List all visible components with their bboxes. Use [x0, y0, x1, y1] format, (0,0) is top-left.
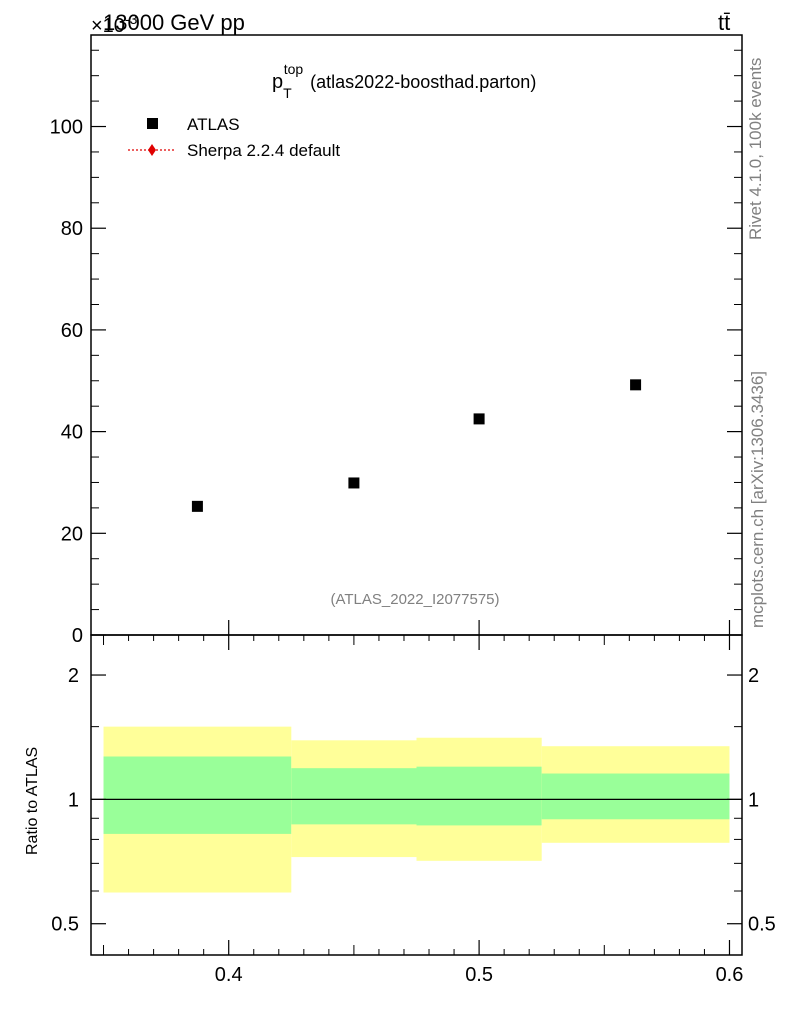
main-y-tick-label: 100 [50, 117, 83, 139]
legend-atlas-label: ATLAS [187, 115, 240, 134]
atlas-data-point [473, 413, 485, 425]
legend-sherpa-marker [148, 144, 156, 156]
main-data-points [191, 379, 642, 512]
legend: ATLAS Sherpa 2.2.4 default [128, 115, 340, 160]
x-tick-label: 0.4 [215, 964, 243, 986]
ratio-panel: 0.5 0.5 1 1 2 2 0.4 0.5 0.6 [51, 634, 776, 986]
ratio-frame [90, 634, 743, 956]
exponent-label: ×10-3 [91, 11, 138, 37]
atlas-data-point [191, 500, 203, 512]
analysis-watermark: (ATLAS_2022_I2077575) [330, 591, 499, 608]
main-y-tick-label: 40 [61, 422, 83, 444]
ratio-bands [103, 726, 730, 893]
ratio-y-axis: 0.5 0.5 1 1 2 2 [51, 634, 776, 936]
ratio-y-tick-label-right: 1 [748, 789, 759, 811]
ratio-y-tick-label-right: 0.5 [748, 914, 776, 936]
legend-sherpa-label: Sherpa 2.2.4 default [187, 141, 340, 160]
x-tick-label: 0.6 [716, 964, 744, 986]
legend-atlas-marker [147, 118, 158, 129]
ratio-y-tick-label-right: 2 [748, 665, 759, 687]
atlas-data-point [630, 379, 642, 391]
main-y-tick-label: 60 [61, 320, 83, 342]
ratio-band-inner [103, 756, 292, 834]
rivet-version-label: Rivet 4.1.0, 100k events [746, 58, 765, 240]
ratio-y-tick-label: 0.5 [51, 914, 79, 936]
energy-label: 13000 GeV pp [103, 10, 245, 35]
process-label: tt̄ [718, 10, 730, 35]
main-y-tick-label: 80 [61, 218, 83, 240]
x-tick-label: 0.5 [465, 964, 493, 986]
ratio-y-tick-label: 2 [68, 665, 79, 687]
x-axis: 0.4 0.5 0.6 [103, 635, 744, 986]
main-y-tick-label: 20 [61, 523, 83, 545]
atlas-data-point [348, 477, 360, 489]
main-y-tick-label: 0 [72, 625, 83, 647]
ratio-y-tick-label: 1 [68, 789, 79, 811]
ratio-band-inner [541, 773, 730, 820]
ratio-band-inner [416, 766, 542, 826]
ratio-ylabel: Ratio to ATLAS [24, 747, 41, 855]
main-y-axis: 0 20 40 60 80 100 [50, 49, 742, 647]
ratio-band-inner [291, 768, 417, 825]
mcplots-label: mcplots.cern.ch [arXiv:1306.3436] [748, 371, 767, 628]
plot-title: pTtop (atlas2022-boosthad.parton) [272, 61, 536, 101]
